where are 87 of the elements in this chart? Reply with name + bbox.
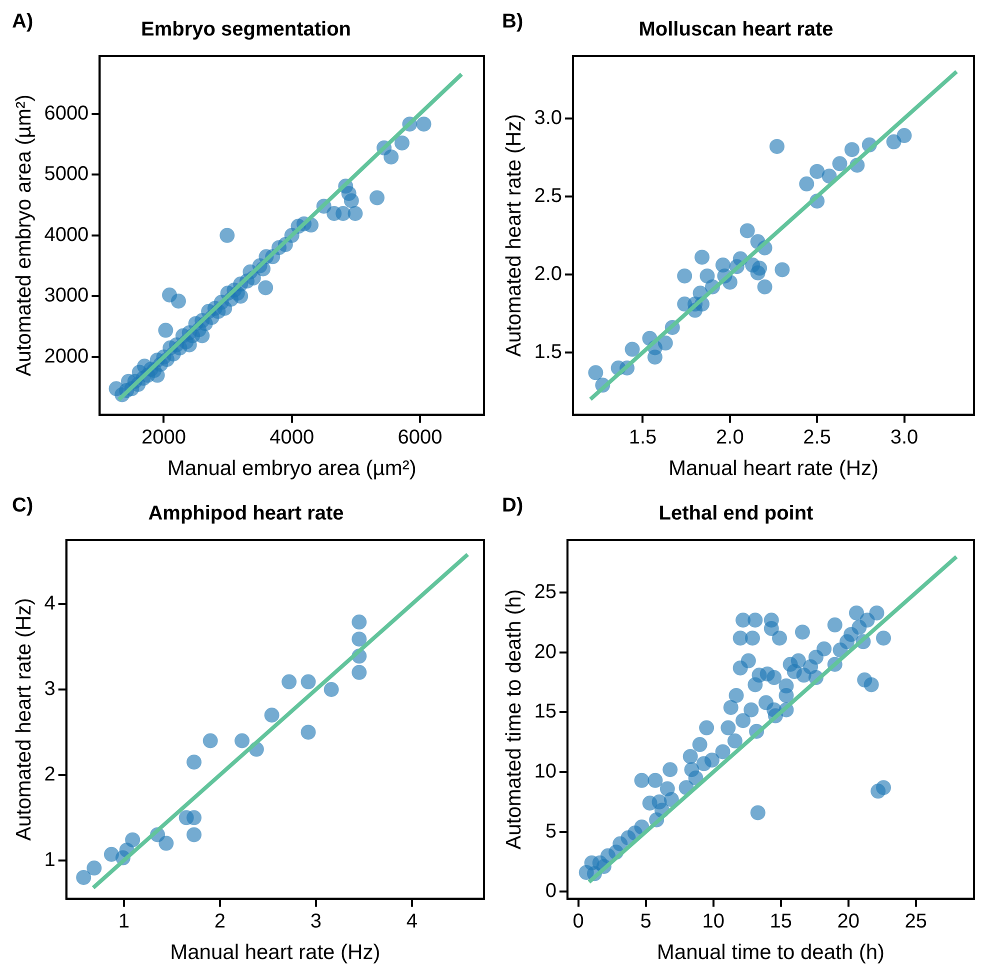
chart-title: Amphipod heart rate: [148, 502, 344, 525]
point: [624, 342, 640, 357]
point: [832, 156, 848, 172]
point: [886, 134, 902, 150]
point: [700, 268, 715, 284]
point: [694, 250, 710, 265]
point: [352, 664, 367, 680]
point: [757, 279, 772, 294]
point: [76, 870, 92, 885]
point: [677, 268, 692, 284]
x-tick-label: 3.0: [890, 426, 918, 448]
y-tick-label: 25: [534, 581, 556, 604]
point: [125, 832, 140, 848]
point: [300, 674, 316, 690]
y-tick-label: 2: [44, 763, 56, 786]
point: [300, 724, 316, 740]
y-tick-label: 2.5: [534, 184, 562, 207]
x-tick-label: 4: [406, 910, 418, 932]
y-tick-label: 3.0: [534, 106, 562, 129]
x-tick-label: 2000: [141, 426, 186, 448]
y-axis-title: Automated time to death (h): [502, 589, 526, 850]
y-tick-label: 3: [44, 678, 56, 700]
point: [158, 836, 174, 851]
point: [186, 810, 202, 826]
point: [324, 682, 339, 697]
text: B): [502, 10, 524, 33]
y-tick-label: 3000: [44, 284, 89, 307]
point: [799, 176, 814, 192]
text: C): [12, 494, 34, 517]
y-tick-label: 4000: [44, 224, 89, 246]
point: [264, 708, 280, 723]
y-tick-label: 2.0: [534, 262, 562, 285]
point: [352, 614, 367, 630]
x-tick-label: 4000: [270, 426, 314, 448]
point: [186, 754, 202, 770]
x-tick-label: 2: [214, 910, 226, 932]
point: [86, 860, 102, 876]
x-tick-label: 3: [310, 910, 322, 932]
point: [752, 260, 768, 276]
x-tick-label: 20: [837, 910, 860, 932]
point: [352, 632, 367, 647]
x-tick-label: 25: [904, 910, 928, 932]
x-axis-title: Manual time to death (h): [656, 941, 885, 964]
y-axis-title: Automated heart rate (Hz): [502, 114, 526, 357]
y-tick-label: 15: [534, 700, 556, 723]
point: [202, 733, 218, 748]
x-tick-label: 1: [118, 910, 130, 932]
x-tick-label: 1.5: [628, 426, 657, 448]
point: [810, 164, 825, 179]
point: [186, 827, 202, 842]
y-tick-label: 5: [545, 820, 556, 842]
point: [774, 262, 790, 278]
x-tick-label: 0: [572, 910, 584, 932]
point: [104, 846, 119, 862]
y-tick-label: 1.5: [534, 340, 562, 363]
point: [282, 674, 297, 690]
x-tick-label: 2.5: [803, 426, 831, 448]
y-axis-title: Automated heart rate (Hz): [12, 598, 36, 841]
text: A): [12, 10, 34, 33]
x-tick-label: 10: [702, 910, 724, 932]
point: [234, 733, 250, 748]
y-tick-label: 10: [534, 760, 556, 783]
y-tick-label: 1: [44, 848, 56, 871]
point: [740, 223, 755, 238]
chart-title: Molluscan heart rate: [638, 18, 834, 41]
y-tick-label: 0: [545, 880, 556, 902]
point: [588, 365, 604, 380]
x-tick-label: 2.0: [716, 426, 744, 448]
y-tick-label: 6000: [44, 102, 89, 124]
chart-title: Embryo segmentation: [140, 18, 352, 41]
y-axis-title: Automated embryo area (µm²): [12, 94, 36, 376]
y-tick-label: 5000: [44, 163, 89, 186]
point: [769, 138, 784, 154]
x-tick-label: 6000: [398, 426, 442, 448]
point: [896, 128, 912, 144]
x-axis-title: Manual embryo area (µm²): [167, 457, 416, 480]
point: [658, 336, 673, 351]
y-tick-label: 4: [44, 592, 56, 615]
x-tick-label: 15: [770, 910, 792, 932]
chart-title: Lethal end point: [658, 502, 814, 525]
x-axis-title: Manual heart rate (Hz): [170, 941, 380, 964]
point: [844, 142, 860, 158]
y-tick-label: 2000: [44, 346, 89, 368]
x-tick-label: 5: [640, 910, 652, 932]
x-axis-title: Manual heart rate (Hz): [668, 457, 879, 480]
y-tick-label: 20: [534, 640, 556, 663]
text: D): [502, 494, 524, 517]
